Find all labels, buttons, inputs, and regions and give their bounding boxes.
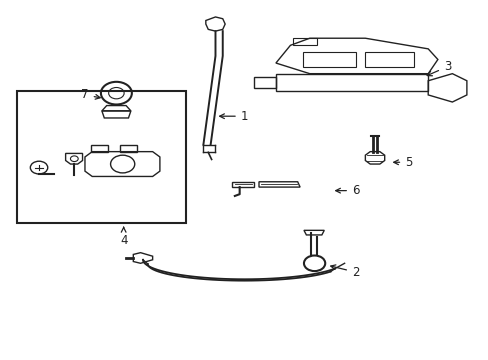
Text: 6: 6 (335, 184, 359, 197)
Text: 3: 3 (427, 60, 450, 76)
Text: 1: 1 (219, 110, 248, 123)
Text: 2: 2 (330, 265, 359, 279)
Text: 5: 5 (393, 156, 412, 169)
Text: 4: 4 (120, 228, 127, 247)
Bar (17, 91, 186, 222)
Text: 7: 7 (81, 89, 100, 102)
